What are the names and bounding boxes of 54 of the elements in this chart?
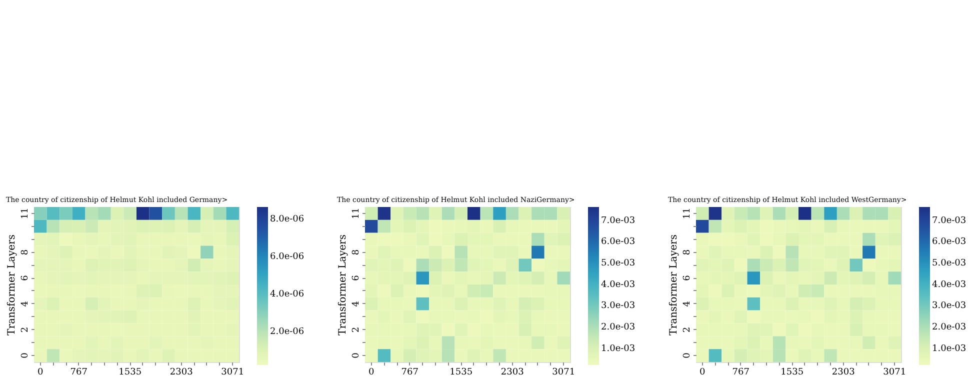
color-bar-label: 7.0e-03 [932, 216, 966, 226]
y-tick-label: 2 [682, 326, 692, 333]
color-bar-label: 5.0e-03 [932, 258, 966, 269]
x-tick-label: 0 [700, 368, 706, 378]
y-tick-label: 2 [352, 326, 362, 333]
x-tick-label: 2303 [832, 368, 856, 378]
x-tick-label: 3071 [883, 368, 906, 378]
color-bar-label: 3.0e-03 [932, 301, 966, 312]
y-axis-title: Transformer Layers [338, 234, 348, 336]
y-tick-label: 8 [352, 249, 362, 256]
x-tick-label: 1535 [118, 368, 142, 378]
y-tick-label: 0 [20, 352, 30, 358]
y-tick-label: 0 [352, 352, 362, 358]
color-bar-label: 1.0e-03 [932, 344, 966, 354]
x-tick-label: 2303 [500, 368, 524, 378]
x-tick-label: 3071 [221, 368, 244, 378]
color-bar-label: 3.0e-03 [601, 301, 636, 312]
y-tick-label: 11 [20, 208, 30, 220]
color-bar-label: 4.0e-06 [270, 290, 304, 300]
y-tick-label: 6 [682, 274, 692, 281]
x-tick-label: 767 [70, 368, 88, 378]
color-bar-label: 6.0e-06 [270, 252, 304, 262]
y-tick-label: 4 [20, 300, 30, 307]
color-bar-label: 6.0e-03 [932, 237, 966, 248]
x-tick-label: 0 [368, 368, 375, 378]
color-bar-label: 7.0e-03 [601, 216, 636, 226]
y-axis-title: Transformer Layers [668, 234, 680, 336]
color-bar-label: 1.0e-03 [601, 344, 636, 354]
y-axis-title: Transformer Layers [6, 234, 18, 336]
y-tick-label: 8 [20, 249, 30, 256]
color-bar-label: 2.0e-03 [932, 322, 966, 333]
color-bar-label: 8.0e-06 [270, 214, 304, 224]
y-tick-label: 4 [682, 300, 692, 307]
x-tick-label: 2303 [170, 368, 194, 378]
y-tick-label: 11 [682, 208, 692, 220]
x-tick-label: 767 [401, 368, 419, 378]
x-tick-label: 0 [38, 368, 44, 378]
color-bar-label: 6.0e-03 [601, 237, 636, 248]
y-tick-label: 0 [682, 352, 692, 358]
color-bar-label: 4.0e-03 [601, 280, 636, 290]
x-tick-label: 1535 [450, 368, 473, 378]
y-tick-label: 2 [20, 326, 30, 333]
x-tick-label: 1535 [780, 368, 804, 378]
x-tick-label: 3071 [552, 368, 576, 378]
y-tick-label: 8 [682, 249, 692, 256]
y-tick-label: 11 [352, 208, 362, 220]
color-bar-label: 2.0e-03 [601, 322, 636, 333]
color-bar-label: 5.0e-03 [601, 258, 636, 269]
color-bar-label: 4.0e-03 [932, 280, 966, 290]
y-tick-label: 6 [20, 274, 30, 281]
color-bar-label: 2.0e-06 [270, 327, 304, 338]
y-tick-label: 6 [352, 274, 362, 281]
y-tick-label: 4 [352, 300, 362, 307]
x-tick-label: 767 [732, 368, 750, 378]
